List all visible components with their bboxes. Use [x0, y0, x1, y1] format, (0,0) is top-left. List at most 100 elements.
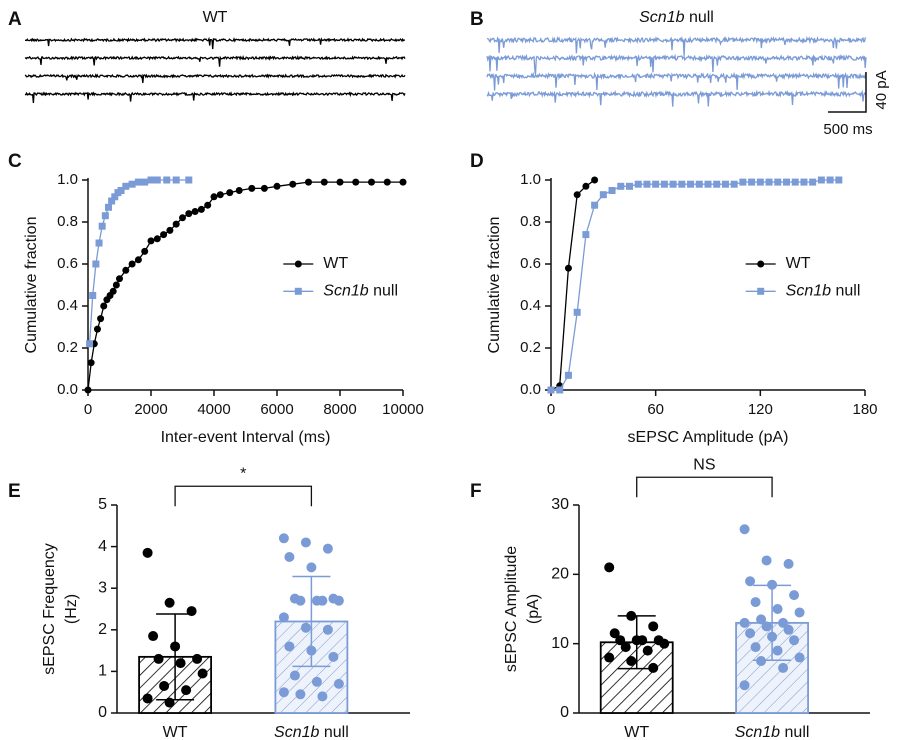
legend-marker — [757, 287, 765, 295]
x-tick-label: 10000 — [382, 401, 424, 418]
data-point — [295, 689, 306, 700]
y-tick-label: 1 — [98, 663, 107, 680]
x-tick-label: 180 — [852, 401, 877, 418]
data-point — [317, 691, 328, 702]
data-point — [164, 597, 175, 608]
legend-label: Scn1b null — [786, 283, 861, 300]
data-point — [142, 547, 153, 558]
panel-letter: E — [8, 481, 21, 502]
marker — [112, 281, 120, 289]
y-tick-label: 1.0 — [520, 171, 541, 188]
y-tick-label: 0 — [98, 704, 107, 721]
y-axis-title: Cumulative fraction — [23, 217, 40, 354]
y-tick-label: 0.6 — [57, 255, 78, 272]
data-point — [615, 635, 626, 646]
marker — [634, 180, 642, 188]
marker — [86, 340, 94, 348]
marker — [160, 231, 168, 239]
significance-label: * — [240, 465, 246, 482]
data-point — [159, 680, 170, 691]
marker — [204, 201, 212, 209]
panel-title: Scn1b null — [639, 9, 714, 26]
marker — [573, 308, 581, 316]
trace — [486, 53, 867, 75]
data-point — [739, 680, 750, 691]
marker — [643, 180, 651, 188]
marker — [122, 182, 130, 190]
marker — [791, 178, 799, 186]
marker — [608, 187, 616, 194]
marker — [573, 191, 581, 199]
marker — [134, 178, 142, 186]
significance-bracket — [636, 476, 773, 498]
marker — [599, 191, 607, 199]
marker — [153, 235, 161, 243]
x-tick-label: 0 — [547, 401, 555, 418]
marker — [141, 178, 149, 186]
marker — [128, 260, 136, 268]
marker — [84, 386, 92, 394]
y-tick-label: 3 — [98, 579, 107, 596]
trace — [486, 71, 867, 91]
data-point — [750, 642, 761, 653]
series-line — [550, 179, 595, 391]
y-tick-label: 0.2 — [57, 339, 78, 356]
data-point — [739, 617, 750, 628]
y-axis-title: (Hz) — [63, 594, 80, 624]
marker — [564, 371, 572, 379]
significance-bracket — [174, 485, 313, 507]
marker — [104, 203, 112, 211]
data-point — [648, 621, 659, 632]
y-tick-label: 0 — [560, 704, 569, 721]
marker — [305, 178, 312, 186]
y-tick-label: 0.2 — [520, 339, 541, 356]
data-point — [783, 624, 794, 635]
marker — [147, 176, 155, 184]
y-tick-label: 0.6 — [520, 255, 541, 272]
marker — [826, 176, 834, 184]
x-tick-label: 6000 — [260, 401, 293, 418]
legend-label: WT — [786, 255, 811, 272]
scale-bar — [828, 72, 867, 113]
marker — [669, 180, 677, 188]
marker — [163, 176, 171, 184]
marker — [141, 247, 149, 255]
x-axis-title: Inter-event Interval (ms) — [161, 429, 331, 446]
marker — [153, 176, 161, 184]
data-point — [637, 635, 648, 646]
data-point — [289, 670, 300, 681]
y-axis-title: sEPSC Frequency — [41, 543, 58, 675]
panel-title: WT — [203, 9, 228, 26]
marker — [368, 178, 375, 186]
data-point — [778, 617, 789, 628]
data-point — [604, 652, 615, 663]
data-point — [186, 606, 197, 617]
legend-marker — [757, 260, 765, 268]
data-point — [192, 653, 203, 664]
data-point — [322, 624, 333, 635]
data-point — [181, 685, 192, 696]
marker — [809, 178, 817, 186]
marker — [134, 256, 142, 264]
y-tick-label: 0.0 — [57, 381, 78, 398]
x-tick-label: Scn1b null — [735, 724, 810, 740]
data-point — [626, 610, 637, 621]
marker — [116, 275, 123, 283]
data-point — [756, 656, 767, 666]
marker — [591, 201, 599, 209]
marker — [556, 386, 564, 394]
panel-letter: D — [470, 151, 484, 172]
trace — [25, 36, 406, 50]
x-tick-label: 120 — [748, 401, 773, 418]
marker — [591, 176, 599, 184]
marker — [320, 178, 328, 186]
data-point — [789, 590, 800, 601]
marker — [695, 180, 703, 188]
marker — [101, 212, 109, 220]
marker — [185, 176, 193, 184]
data-point — [333, 595, 344, 606]
y-axis-title: (pA) — [525, 594, 542, 624]
marker — [128, 180, 136, 188]
marker — [547, 386, 555, 394]
marker — [87, 359, 95, 367]
